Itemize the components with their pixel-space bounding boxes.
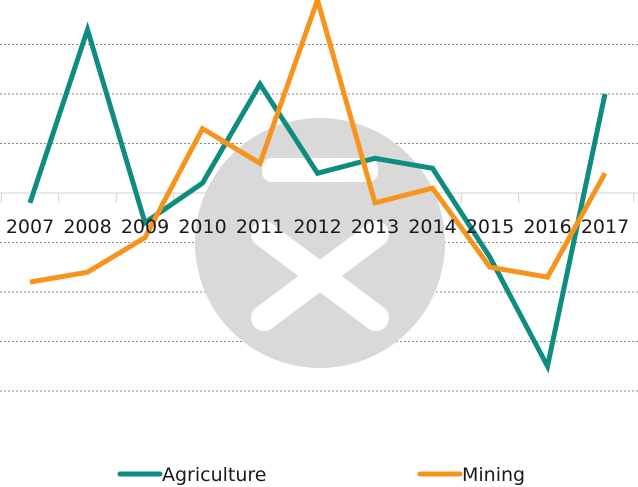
x-tick-labels: 2007 2008 2009 2010 2011 2012 2013 2014 2015 2016… bbox=[6, 216, 629, 238]
legend-label-mining: Mining bbox=[462, 464, 525, 486]
x-tick-label: 2017 bbox=[581, 216, 629, 238]
x-tick-label: 2013 bbox=[351, 216, 399, 238]
x-tick-label: 2015 bbox=[466, 216, 514, 238]
x-tick-label: 2007 bbox=[6, 216, 54, 238]
x-tick-label: 2016 bbox=[523, 216, 571, 238]
x-tick-label: 2009 bbox=[121, 216, 169, 238]
x-tick-label: 2014 bbox=[408, 216, 456, 238]
series-line-mining bbox=[29, 0, 608, 285]
x-tick-label: 2010 bbox=[178, 216, 226, 238]
legend: Agriculture Mining bbox=[117, 464, 525, 486]
x-tick-label: 2012 bbox=[293, 216, 341, 238]
x-tick-label: 2008 bbox=[63, 216, 111, 238]
x-tick-label: 2011 bbox=[236, 216, 284, 238]
legend-label-agriculture: Agriculture bbox=[162, 464, 267, 486]
watermark-close-icon bbox=[195, 118, 445, 368]
series-lines bbox=[27, 0, 608, 374]
